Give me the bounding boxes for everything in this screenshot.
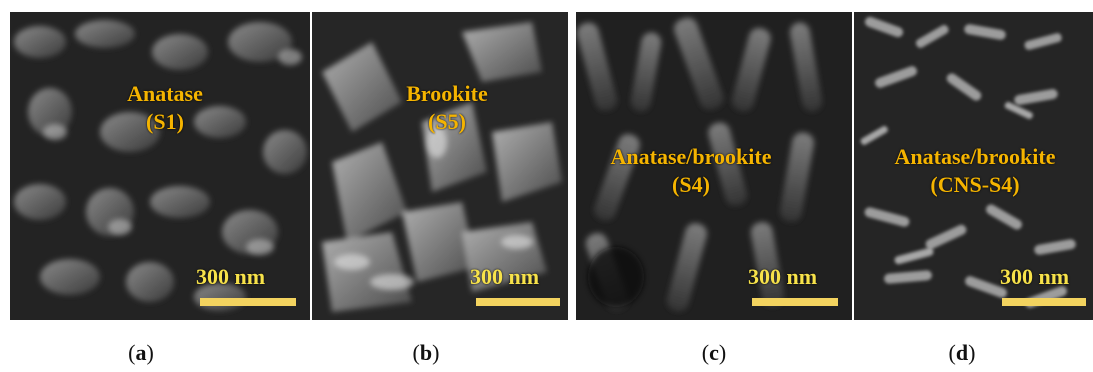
scale-text-d: 300 nm [1000, 264, 1070, 289]
phase-name-b: Brookite [406, 81, 488, 106]
sem-panel-a: Anatase (S1) 300 nm [10, 12, 310, 320]
scale-bar-d [1002, 298, 1086, 306]
scale-bar-a [200, 298, 296, 306]
sample-id-d: (CNS-S4) [930, 172, 1020, 197]
sem-texture-a [10, 12, 310, 320]
sem-texture-c [576, 12, 852, 320]
scale-bar-b [476, 298, 560, 306]
scale-text-c: 300 nm [748, 264, 818, 289]
panel-caption-a: (a) [128, 340, 154, 365]
phase-name-a: Anatase [127, 81, 203, 106]
panel-caption-c: (c) [701, 340, 727, 365]
sem-panel-c: Anatase/brookite (S4) 300 nm [576, 12, 852, 320]
phase-label-b: Brookite (S5) [387, 80, 507, 136]
sample-id-a: (S1) [146, 109, 184, 134]
caption-letter-d: d [955, 340, 969, 365]
scale-text-a: 300 nm [196, 264, 266, 289]
scale-text-b: 300 nm [470, 264, 540, 289]
sample-id-c: (S4) [672, 172, 710, 197]
sem-panel-d: Anatase/brookite (CNS-S4) 300 nm [854, 12, 1093, 320]
phase-label-c: Anatase/brookite (S4) [586, 143, 796, 199]
phase-label-a: Anatase (S1) [95, 80, 235, 136]
caption-letter-a: a [135, 340, 147, 365]
sem-texture-b [312, 12, 568, 320]
sem-panel-b: Brookite (S5) 300 nm [312, 12, 568, 320]
panel-caption-d: (d) [948, 340, 976, 365]
caption-letter-c: c [709, 340, 719, 365]
panel-caption-b: (b) [412, 340, 440, 365]
phase-name-d: Anatase/brookite [894, 144, 1056, 169]
phase-label-d: Anatase/brookite (CNS-S4) [868, 143, 1082, 199]
caption-letter-b: b [419, 340, 433, 365]
phase-name-c: Anatase/brookite [610, 144, 772, 169]
scale-bar-c [752, 298, 838, 306]
sample-id-b: (S5) [428, 109, 466, 134]
sem-texture-d [854, 12, 1093, 320]
